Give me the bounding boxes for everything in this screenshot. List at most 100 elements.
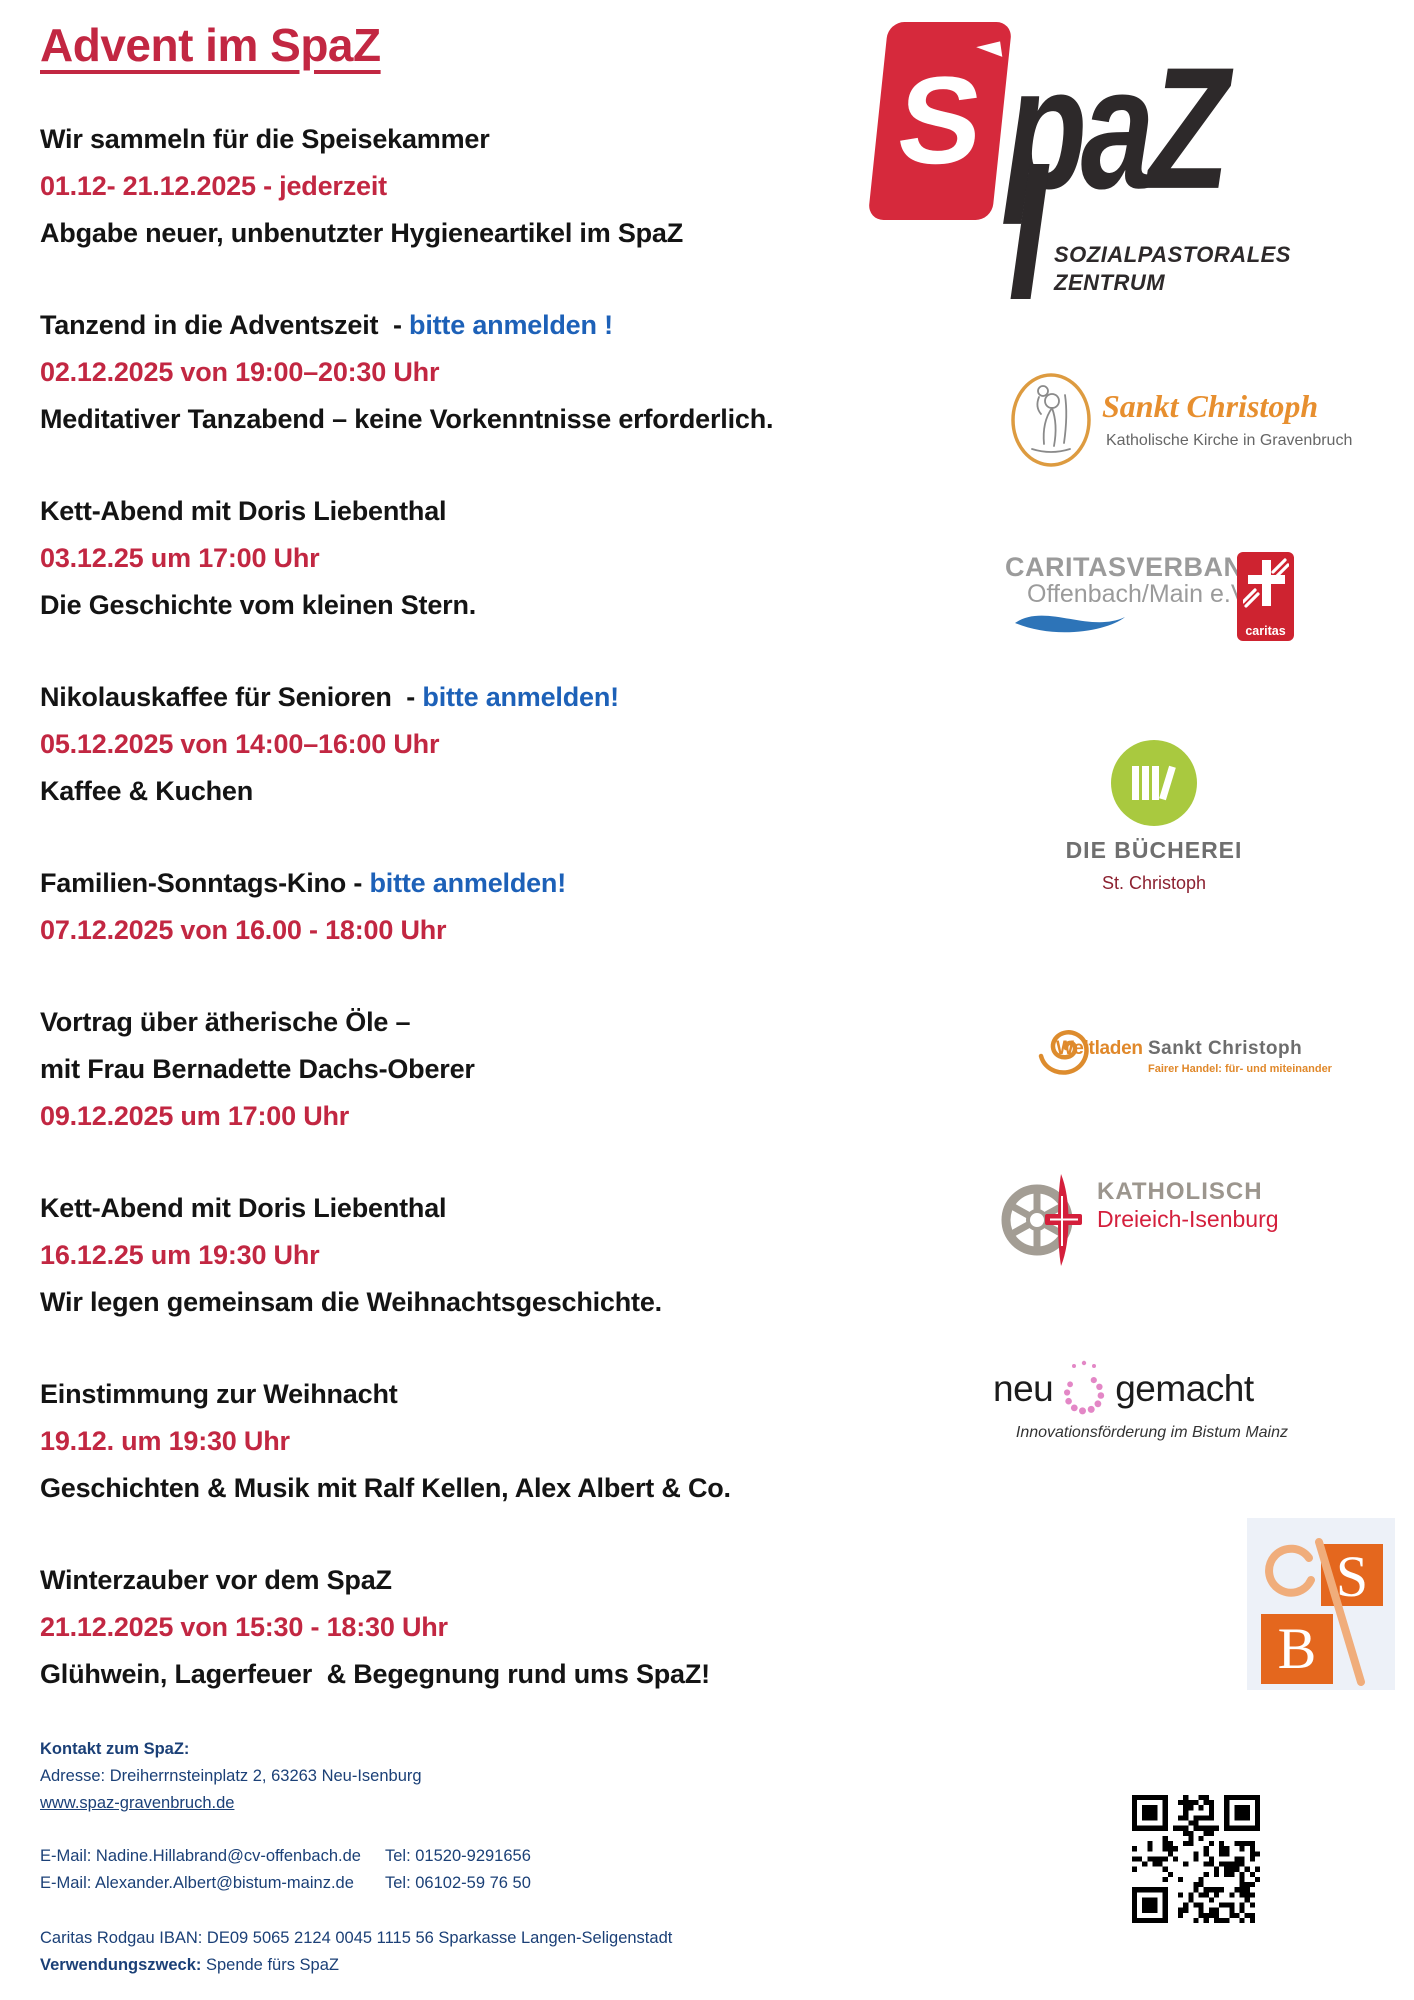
neugemacht-tagline: Innovationsförderung im Bistum Mainz xyxy=(1015,1424,1288,1441)
event-line: Kett-Abend mit Doris Liebenthal xyxy=(40,1185,870,1232)
caritas-badge-icon: caritas xyxy=(1237,552,1294,641)
event-line: 19.12. um 19:30 Uhr xyxy=(40,1418,870,1465)
caritas-badge-label: caritas xyxy=(1245,624,1286,638)
event-text-segment: 02.12.2025 von 19:00–20:30 Uhr xyxy=(40,357,440,387)
spaz-logo-notch-icon xyxy=(976,41,1003,63)
svg-text:S: S xyxy=(1336,1544,1368,1609)
event-line: Wir legen gemeinsam die Weihnachtsgeschi… xyxy=(40,1279,870,1326)
sankt-christoph-subtitle: Katholische Kirche in Gravenbruch xyxy=(1106,432,1353,449)
event-text-segment: Die Geschichte vom kleinen Stern. xyxy=(40,590,477,620)
event-line: Glühwein, Lagerfeuer & Begegnung rund um… xyxy=(40,1651,870,1698)
neugemacht-dots-icon xyxy=(1064,1360,1105,1415)
katholisch-line2: Dreieich-Isenburg xyxy=(1097,1206,1279,1232)
event-text-segment: 05.12.2025 von 14:00–16:00 Uhr xyxy=(40,729,440,759)
spaz-logo: S paZ SOZIALPASTORALES ZENTRUM xyxy=(867,14,1308,304)
event-text-segment: Nikolauskaffee für Senioren - xyxy=(40,682,423,712)
buecherei-logo: DIE BÜCHEREI St. Christoph xyxy=(1064,740,1244,894)
event-line: Wir sammeln für die Speisekammer xyxy=(40,116,870,163)
qr-code xyxy=(1132,1795,1260,1923)
events: Wir sammeln für die Speisekammer 01.12- 2… xyxy=(40,116,870,1743)
event-text-segment: Einstimmung zur Weihnacht xyxy=(40,1379,398,1409)
page-title: Advent im SpaZ xyxy=(40,19,381,71)
event-line: Meditativer Tanzabend – keine Vorkenntni… xyxy=(40,396,870,443)
katholisch-line1: KATHOLISCH xyxy=(1097,1178,1263,1205)
buecherei-subtitle: St. Christoph xyxy=(1101,873,1207,893)
event-text-segment: Glühwein, Lagerfeuer & Begegnung rund um… xyxy=(40,1659,710,1689)
weltladen-name: Weltladen xyxy=(1056,1038,1143,1059)
footer-heading: Kontakt zum SpaZ: xyxy=(40,1740,190,1758)
event-block: Nikolauskaffee für Senioren - bitte anme… xyxy=(40,674,870,815)
event-block: Kett-Abend mit Doris Liebenthal 03.12.25 … xyxy=(40,488,870,629)
event-line: Die Geschichte vom kleinen Stern. xyxy=(40,582,870,629)
buecherei-title: DIE BÜCHEREI xyxy=(1065,837,1243,863)
event-text-segment: 21.12.2025 von 15:30 - 18:30 Uhr xyxy=(40,1612,448,1642)
footer-address: Adresse: Dreiherrnsteinplatz 2, 63263 Ne… xyxy=(40,1767,422,1785)
footer-tel-1: Tel: 01520-9291656 xyxy=(385,1847,531,1865)
event-line: Tanzend in die Adventszeit - bitte anmel… xyxy=(40,302,870,349)
caritas-wave-icon xyxy=(1015,615,1125,633)
event-line: Winterzauber vor dem SpaZ xyxy=(40,1557,870,1604)
footer-email-2: E-Mail: Alexander.Albert@bistum-mainz.de xyxy=(40,1874,354,1892)
event-block: Vortrag über ätherische Öle – mit Frau Be… xyxy=(40,999,870,1140)
event-text-segment: Kett-Abend mit Doris Liebenthal xyxy=(40,496,447,526)
event-block: Familien-Sonntags-Kino - bitte anmelden!… xyxy=(40,860,870,954)
event-line: 21.12.2025 von 15:30 - 18:30 Uhr xyxy=(40,1604,870,1651)
svg-text:B: B xyxy=(1278,1616,1317,1681)
event-text-segment: Winterzauber vor dem SpaZ xyxy=(40,1565,392,1595)
event-line: mit Frau Bernadette Dachs-Oberer xyxy=(40,1046,870,1093)
event-block: Winterzauber vor dem SpaZ 21.12.2025 von … xyxy=(40,1557,870,1698)
event-text-segment: Kaffee & Kuchen xyxy=(40,776,254,806)
event-text-segment: Wir sammeln für die Speisekammer xyxy=(40,124,490,154)
footer-contact: Kontakt zum SpaZ: Adresse: Dreiherrnstei… xyxy=(40,1736,780,1979)
neugemacht-word2: gemacht xyxy=(1115,1368,1254,1409)
caritas-logo: CARITASVERBAND Offenbach/Main e.V. carit… xyxy=(1005,552,1315,647)
event-line: Kaffee & Kuchen xyxy=(40,768,870,815)
sb-crosier-icon: S B xyxy=(1247,1518,1395,1690)
footer-iban: Caritas Rodgau IBAN: DE09 5065 2124 0045… xyxy=(40,1929,673,1947)
event-text-segment: Familien-Sonntags-Kino - xyxy=(40,868,370,898)
spaz-logo-s: S xyxy=(891,52,989,190)
footer-purpose-label: Verwendungszweck: xyxy=(40,1956,202,1974)
weltladen-tagline: Fairer Handel: für- und miteinander xyxy=(1148,1063,1332,1075)
caritas-line2: Offenbach/Main e.V. xyxy=(1027,580,1253,608)
event-block: Wir sammeln für die Speisekammer 01.12- 2… xyxy=(40,116,870,257)
event-line: Vortrag über ätherische Öle – xyxy=(40,999,870,1046)
event-line: 01.12- 21.12.2025 - jederzeit xyxy=(40,163,870,210)
event-text-segment: Meditativer Tanzabend – keine Vorkenntni… xyxy=(40,404,774,434)
event-line: 07.12.2025 von 16.00 - 18:00 Uhr xyxy=(40,907,870,954)
event-text-segment: 19.12. um 19:30 Uhr xyxy=(40,1426,290,1456)
event-text-segment: 09.12.2025 um 17:00 Uhr xyxy=(40,1101,350,1131)
neugemacht-word1: neu xyxy=(993,1368,1054,1409)
buecherei-books-icon xyxy=(1111,740,1197,826)
weltladen-spiral-icon xyxy=(1038,1030,1089,1075)
event-line: 09.12.2025 um 17:00 Uhr xyxy=(40,1093,870,1140)
caritas-line1: CARITASVERBAND xyxy=(1005,552,1264,582)
event-block: Kett-Abend mit Doris Liebenthal 16.12.25 … xyxy=(40,1185,870,1326)
event-text-segment: bitte anmelden ! xyxy=(409,310,613,340)
event-text-segment: mit Frau Bernadette Dachs-Oberer xyxy=(40,1054,475,1084)
event-line: Familien-Sonntags-Kino - bitte anmelden! xyxy=(40,860,870,907)
footer-email-1: E-Mail: Nadine.Hillabrand@cv-offenbach.d… xyxy=(40,1847,361,1865)
sankt-christoph-figure-icon xyxy=(1011,373,1091,467)
spaz-logo-subtitle-1: SOZIALPASTORALES xyxy=(1054,242,1291,267)
sankt-christoph-logo: Sankt Christoph Katholische Kirche in Gr… xyxy=(1010,372,1400,477)
event-line: 05.12.2025 von 14:00–16:00 Uhr xyxy=(40,721,870,768)
spaz-logo-tile-icon: S xyxy=(867,22,1013,220)
sb-crosier-logo: S B xyxy=(1247,1518,1395,1690)
event-block: Tanzend in die Adventszeit - bitte anmel… xyxy=(40,302,870,443)
event-line: Nikolauskaffee für Senioren - bitte anme… xyxy=(40,674,870,721)
footer-tel-2: Tel: 06102-59 76 50 xyxy=(385,1874,531,1892)
footer-website-link[interactable]: www.spaz-gravenbruch.de xyxy=(40,1794,235,1812)
event-line: 03.12.25 um 17:00 Uhr xyxy=(40,535,870,582)
sankt-christoph-name: Sankt Christoph xyxy=(1102,388,1319,424)
event-block: Einstimmung zur Weihnacht 19.12. um 19:30… xyxy=(40,1371,870,1512)
event-text-segment: Vortrag über ätherische Öle – xyxy=(40,1007,411,1037)
katholisch-logo: KATHOLISCH Dreieich-Isenburg xyxy=(995,1168,1315,1273)
event-text-segment: 07.12.2025 von 16.00 - 18:00 Uhr xyxy=(40,915,447,945)
event-line: Abgabe neuer, unbenutzter Hygieneartikel… xyxy=(40,210,870,257)
event-text-segment: Abgabe neuer, unbenutzter Hygieneartikel… xyxy=(40,218,684,248)
weltladen-name2: Sankt Christoph xyxy=(1148,1038,1303,1059)
event-line: Geschichten & Musik mit Ralf Kellen, Ale… xyxy=(40,1465,870,1512)
event-text-segment: bitte anmelden! xyxy=(369,868,567,898)
